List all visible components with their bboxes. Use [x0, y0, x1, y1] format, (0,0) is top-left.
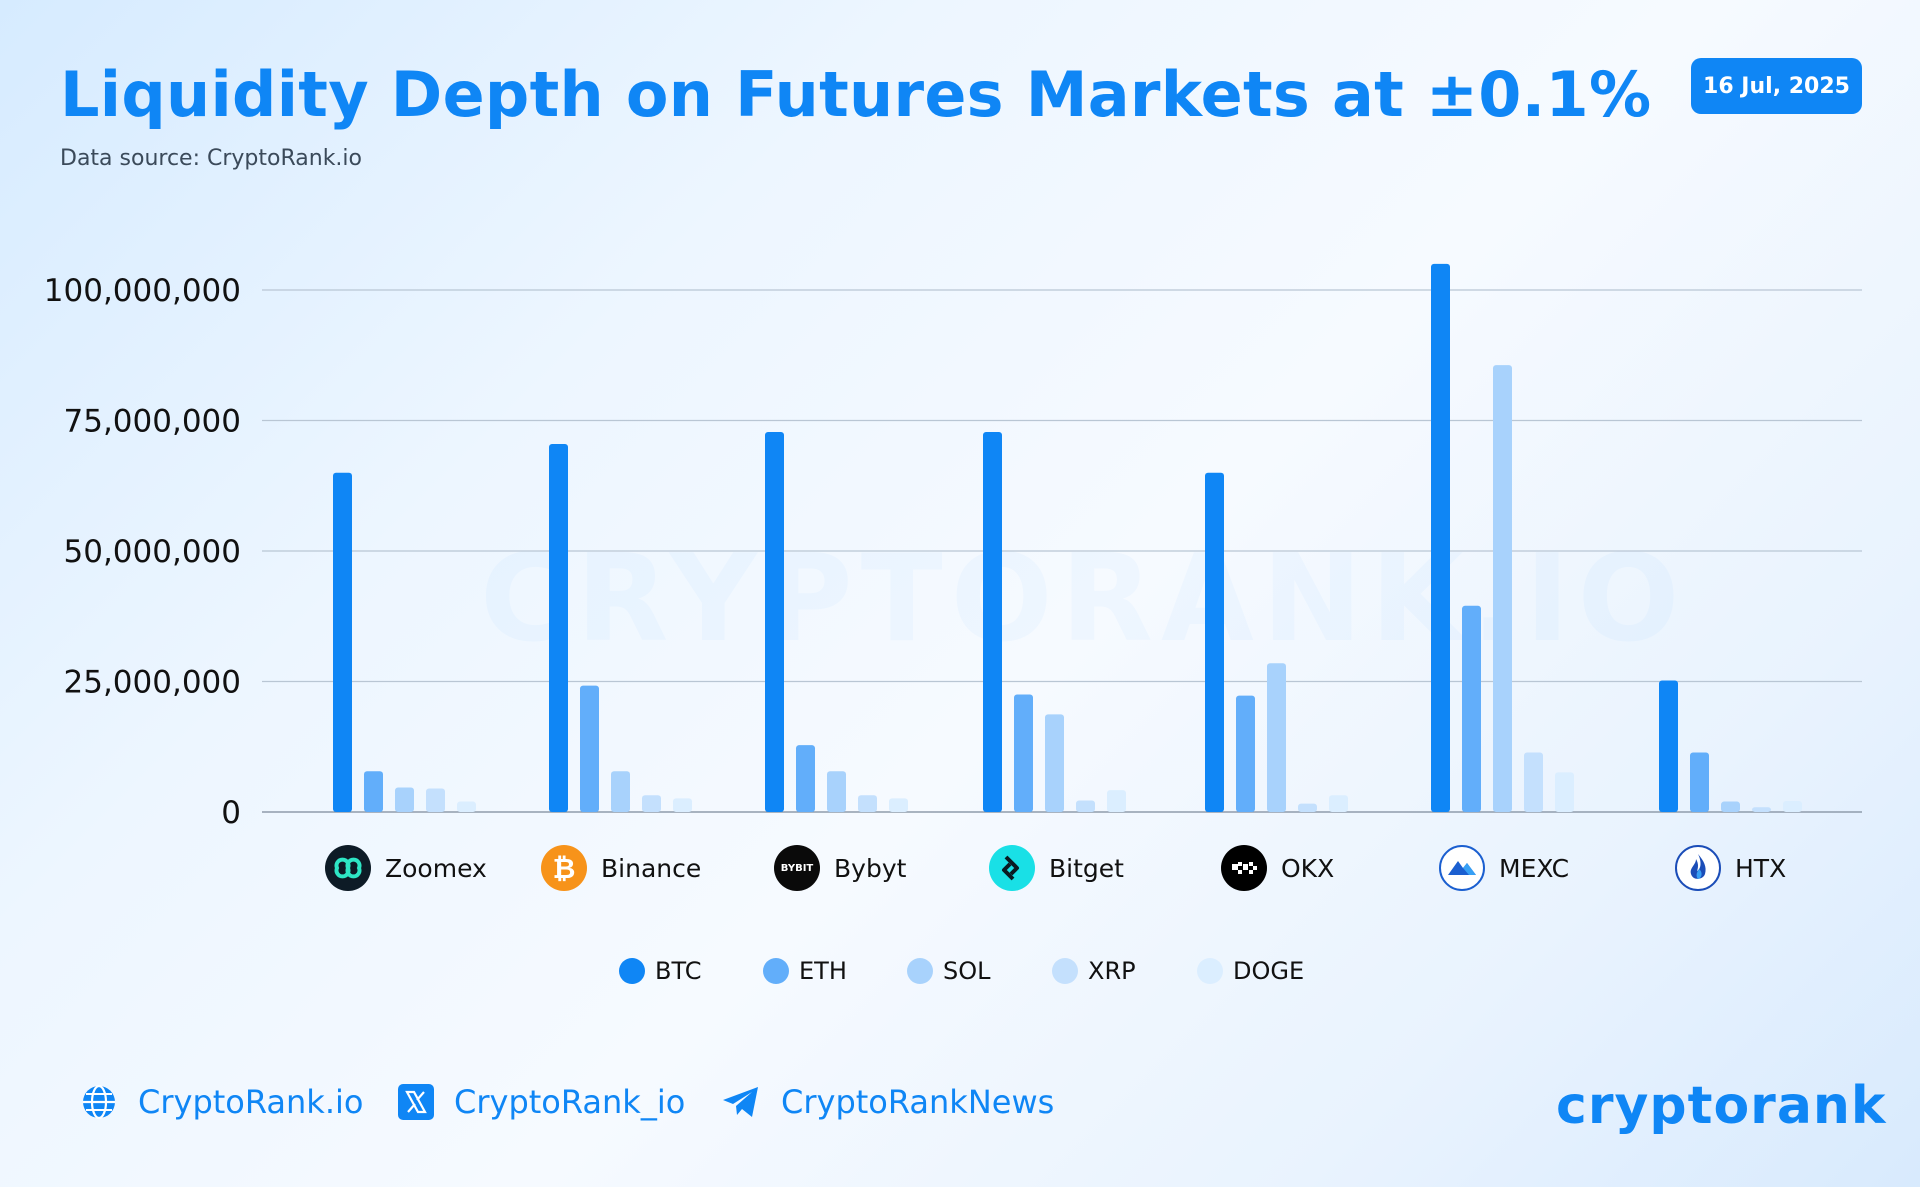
legend-item-doge: DOGE: [1197, 957, 1304, 985]
bar-htx-xrp: [1752, 807, 1771, 812]
exchange-label-mexc: MEXC: [1439, 845, 1569, 891]
legend-label: DOGE: [1233, 957, 1305, 985]
exchange-name: Bitget: [1049, 853, 1124, 883]
bar-bitget-xrp: [1076, 800, 1095, 812]
legend-item-eth: ETH: [763, 957, 847, 985]
bar-bybyt-eth: [796, 745, 815, 812]
footer-twitter-link[interactable]: CryptoRank_io: [398, 1083, 685, 1121]
okx-logo-icon: [1221, 845, 1267, 891]
bar-binance-eth: [580, 685, 599, 812]
bar-htx-btc: [1659, 680, 1678, 812]
legend-item-xrp: XRP: [1052, 957, 1136, 985]
bar-bybyt-sol: [827, 771, 846, 812]
bar-bybyt-btc: [765, 431, 784, 812]
bar-binance-doge: [673, 798, 692, 812]
date-badge: 16 Jul, 2025: [1691, 58, 1862, 114]
bar-binance-sol: [611, 771, 630, 812]
bar-mexc-sol: [1493, 365, 1512, 812]
bar-okx-xrp: [1298, 803, 1317, 812]
legend-swatch: [619, 958, 645, 984]
bar-zoomex-sol: [395, 787, 414, 812]
bar-htx-doge: [1783, 801, 1802, 812]
y-tick-label: 100,000,000: [44, 273, 241, 309]
bar-okx-doge: [1329, 795, 1348, 812]
mexc-logo-icon: [1439, 845, 1485, 891]
exchange-name: HTX: [1735, 853, 1787, 883]
y-tick-label: 50,000,000: [64, 534, 242, 570]
twitter-handle[interactable]: CryptoRank_io: [454, 1083, 686, 1121]
bar-bitget-btc: [983, 431, 1002, 812]
bar-zoomex-xrp: [426, 788, 445, 812]
zoomex-logo-icon: [325, 845, 371, 891]
bar-mexc-xrp: [1524, 752, 1543, 812]
telegram-handle[interactable]: CryptoRankNews: [781, 1083, 1055, 1121]
bitget-logo-icon: [989, 845, 1035, 891]
bar-mexc-doge: [1555, 772, 1574, 812]
legend-swatch: [763, 958, 789, 984]
bar-bitget-doge: [1107, 790, 1126, 812]
bar-okx-eth: [1236, 695, 1255, 812]
bybit-logo-icon: BYBIT: [774, 845, 820, 891]
bar-zoomex-eth: [364, 771, 383, 812]
bar-bybyt-doge: [889, 798, 908, 812]
bar-htx-sol: [1721, 801, 1740, 812]
bar-okx-btc: [1205, 472, 1224, 812]
website-text[interactable]: CryptoRank.io: [138, 1083, 364, 1121]
legend-label: BTC: [655, 957, 702, 985]
legend-swatch: [907, 958, 933, 984]
exchange-label-okx: OKX: [1221, 845, 1334, 891]
bar-bybyt-xrp: [858, 795, 877, 812]
bar-binance-btc: [549, 443, 568, 812]
footer-website-link[interactable]: CryptoRank.io: [80, 1083, 363, 1121]
y-tick-label: 75,000,000: [64, 404, 242, 440]
globe-icon: [83, 1084, 115, 1120]
legend-item-btc: BTC: [619, 957, 701, 985]
exchange-name: Zoomex: [385, 853, 487, 883]
legend-swatch: [1052, 958, 1078, 984]
exchange-label-bitget: Bitget: [989, 845, 1124, 891]
bar-htx-eth: [1690, 752, 1709, 812]
chart-title: Liquidity Depth on Futures Markets at ±0…: [60, 58, 1652, 131]
legend-label: SOL: [943, 957, 991, 985]
footer-telegram-link[interactable]: CryptoRankNews: [721, 1083, 1054, 1121]
x-twitter-icon: [398, 1084, 434, 1120]
exchange-name: Bybyt: [834, 853, 907, 883]
bar-chart: 0 25,000,000 50,000,000 75,000,000 100,000,0…: [44, 263, 1862, 831]
bar-bitget-sol: [1045, 714, 1064, 812]
binance-logo-icon: ₿: [541, 845, 587, 891]
htx-logo-icon: [1675, 845, 1721, 891]
legend-swatch: [1197, 958, 1223, 984]
telegram-icon: [723, 1087, 758, 1117]
legend-label: ETH: [799, 957, 847, 985]
bar-mexc-btc: [1431, 263, 1450, 812]
bar-binance-xrp: [642, 795, 661, 812]
legend-label: XRP: [1088, 957, 1136, 985]
exchange-label-htx: HTX: [1675, 845, 1786, 891]
exchange-label-bybyt: BYBIT Bybyt: [774, 845, 906, 891]
exchange-label-binance: ₿ Binance: [541, 845, 701, 891]
y-tick-label: 25,000,000: [64, 665, 242, 701]
bar-bitget-eth: [1014, 694, 1033, 812]
exchange-label-zoomex: Zoomex: [325, 845, 487, 891]
bar-zoomex-doge: [457, 801, 476, 812]
y-tick-label: 0: [221, 795, 241, 831]
bar-zoomex-btc: [333, 472, 352, 812]
legend-item-sol: SOL: [907, 957, 991, 985]
brand-logo: cryptorank: [1556, 1076, 1887, 1136]
exchange-name: OKX: [1281, 853, 1335, 883]
bar-okx-sol: [1267, 663, 1286, 812]
exchange-name: MEXC: [1499, 853, 1570, 883]
bar-mexc-eth: [1462, 605, 1481, 812]
data-source-label: Data source: CryptoRank.io: [60, 146, 362, 171]
exchange-name: Binance: [601, 853, 702, 883]
